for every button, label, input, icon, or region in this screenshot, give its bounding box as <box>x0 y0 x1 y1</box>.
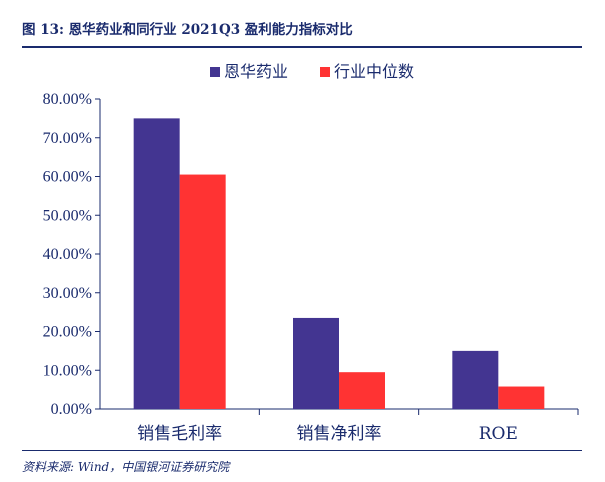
bar-industry-median <box>339 372 385 409</box>
y-tick-label: 10.00% <box>43 362 92 379</box>
legend-label: 恩华药业 <box>224 62 288 81</box>
bar-enhua <box>133 118 180 409</box>
y-tick-label: 30.00% <box>43 285 92 302</box>
y-tick-label: 50.00% <box>43 207 92 224</box>
title-rule <box>22 46 582 48</box>
x-category-label: 销售净利率 <box>297 424 382 444</box>
legend-swatch <box>320 67 330 77</box>
y-tick-label: 70.00% <box>43 130 92 147</box>
y-tick-label: 60.00% <box>43 169 92 186</box>
legend-swatch <box>210 67 220 77</box>
bar-industry-median <box>179 174 226 409</box>
figure-title: 图 13: 恩华药业和同行业 2021Q3 盈利能力指标对比 <box>22 22 353 38</box>
footer-rule <box>22 450 582 451</box>
figure-title-bar: 图 13: 恩华药业和同行业 2021Q3 盈利能力指标对比 <box>22 18 582 48</box>
bar-enhua <box>293 317 339 409</box>
y-tick-label: 0.00% <box>51 401 92 418</box>
legend-label: 行业中位数 <box>334 62 414 81</box>
x-category-label: 销售毛利率 <box>137 424 222 444</box>
source-note: 资料来源: Wind，中国银河证券研究院 <box>22 460 230 474</box>
y-tick-label: 20.00% <box>43 324 92 341</box>
bar-enhua <box>452 350 499 409</box>
y-tick-label: 80.00% <box>43 91 92 108</box>
x-category-label: ROE <box>479 424 518 444</box>
bar-industry-median <box>498 386 545 409</box>
y-tick-label: 40.00% <box>43 246 92 263</box>
